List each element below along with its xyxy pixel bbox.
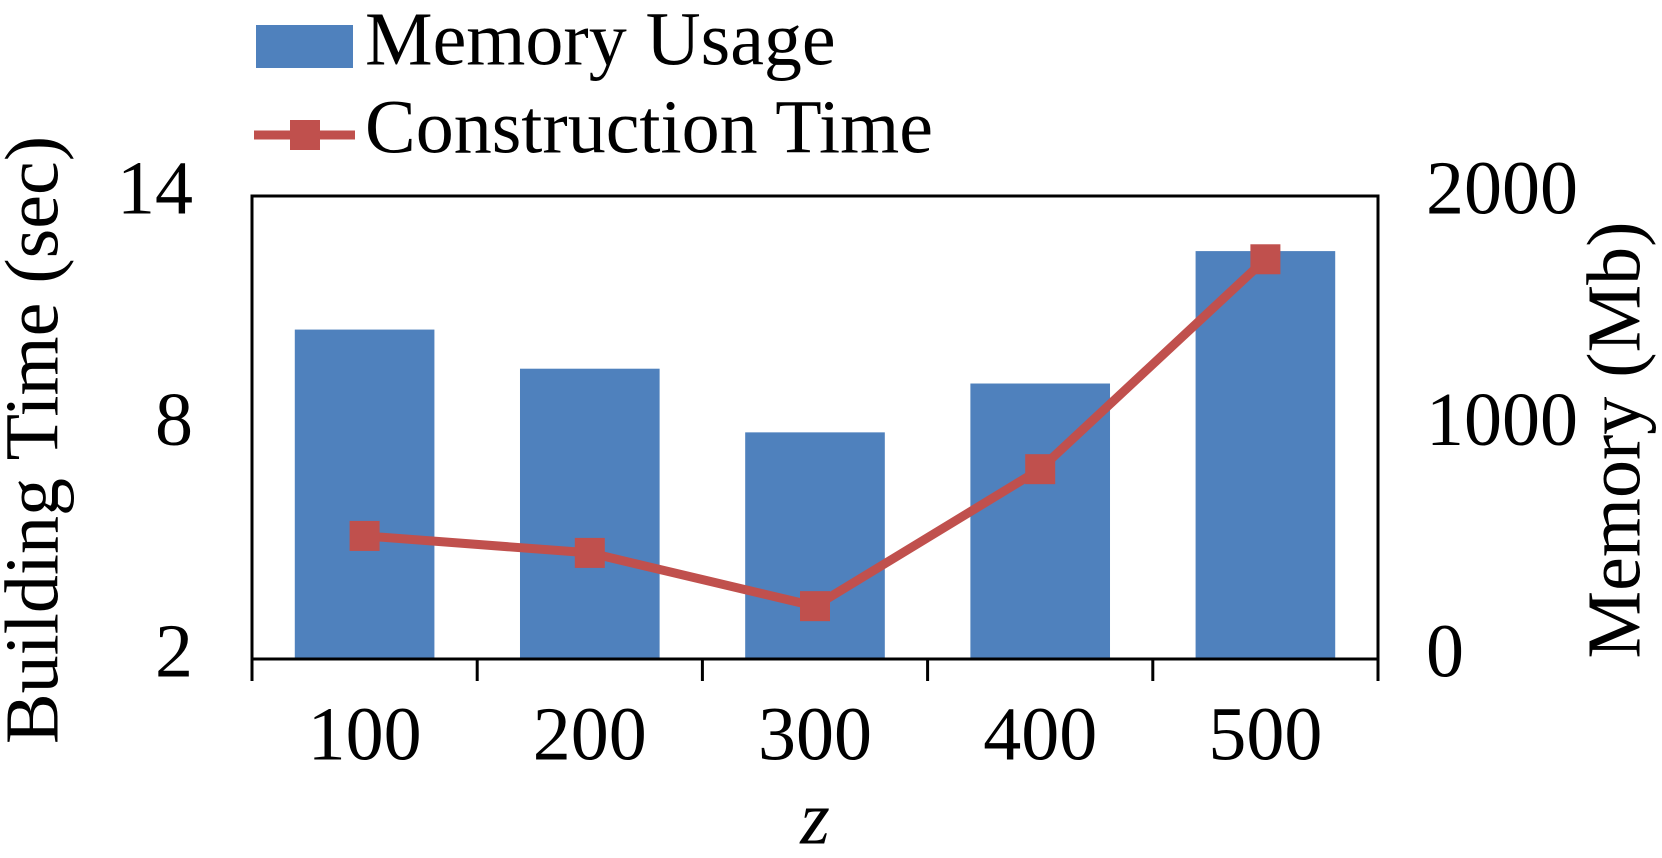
bar [1195, 251, 1336, 660]
marker [1025, 454, 1056, 485]
y2-tick-label: 0 [1426, 609, 1464, 693]
x-tick-label: 100 [308, 692, 422, 776]
marker [349, 520, 380, 551]
legend-label: Construction Time [365, 85, 933, 169]
legend-label: Memory Usage [365, 0, 836, 81]
marker [1250, 244, 1281, 275]
marker [800, 591, 830, 622]
x-axis-title: z [799, 776, 830, 858]
x-tick-label: 200 [533, 692, 647, 776]
bar [745, 432, 885, 659]
y-tick-label: 8 [155, 378, 193, 462]
legend-swatch [256, 25, 353, 68]
y2-axis-title: Memory (Mb) [1572, 222, 1656, 659]
y-tick-label: 14 [117, 146, 193, 230]
x-tick-label: 400 [983, 692, 1097, 776]
legend-marker [290, 120, 320, 150]
x-tick-label: 500 [1208, 692, 1322, 776]
y2-tick-label: 1000 [1426, 378, 1578, 462]
plot-frame [250, 194, 1380, 661]
y-tick-label: 2 [155, 609, 193, 693]
y2-tick-label: 2000 [1426, 146, 1578, 230]
bar [294, 329, 435, 659]
x-tick-label: 300 [758, 692, 872, 776]
marker [574, 537, 605, 568]
bar [519, 368, 660, 659]
y-axis-title: Building Time (sec) [0, 136, 74, 744]
